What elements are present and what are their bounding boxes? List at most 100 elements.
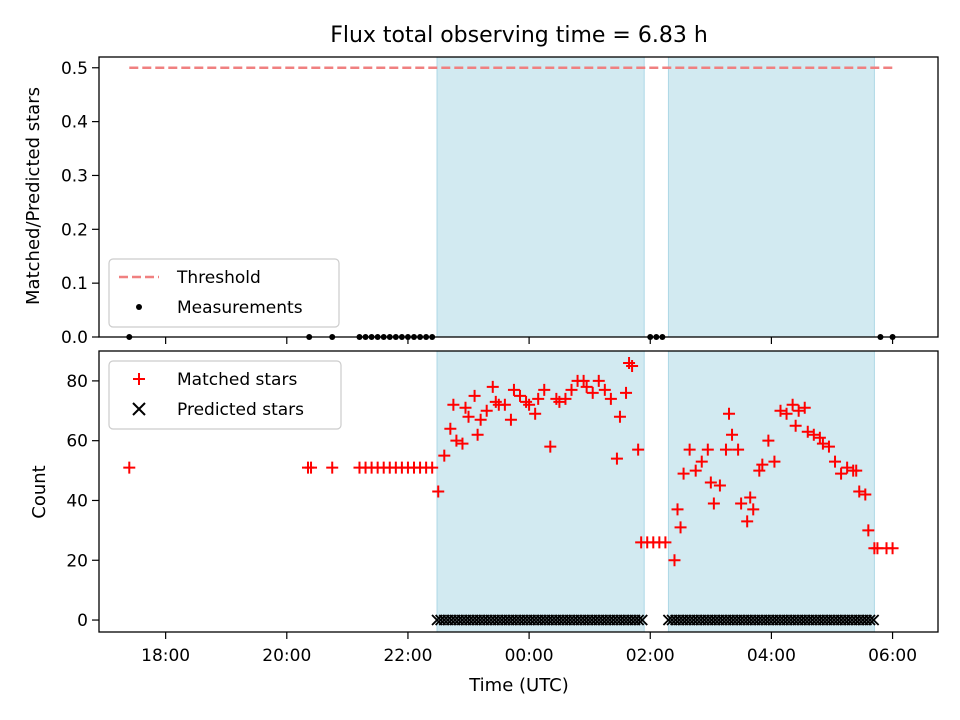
matched-star-point bbox=[507, 383, 520, 396]
matched-star-point bbox=[677, 467, 690, 480]
x-tick-label: 04:00 bbox=[747, 646, 796, 666]
matched-star-point bbox=[853, 485, 866, 498]
matched-star-point bbox=[747, 503, 760, 516]
matched-star-point bbox=[123, 461, 136, 474]
matched-star-point bbox=[610, 452, 623, 465]
legend-measurement-swatch bbox=[136, 304, 142, 310]
matched-star-point bbox=[756, 458, 769, 471]
matched-star-point bbox=[695, 455, 708, 468]
bottom-panel-count: 0 20 40 60 80 18:00 20:00 22:00 00:00 02:00 04:00 0… bbox=[66, 350, 939, 666]
top-panel-ratio: 0.0 0.1 0.2 0.3 0.4 0.5 Threshold Measurements bbox=[61, 56, 939, 348]
matched-star-point bbox=[798, 401, 811, 414]
matched-star-point bbox=[689, 464, 702, 477]
observing-window-shade-1 bbox=[436, 350, 645, 633]
legend: Matched stars Predicted stars bbox=[108, 360, 342, 430]
matched-star-point bbox=[486, 380, 499, 393]
matched-star-point bbox=[553, 395, 566, 408]
matched-star-point bbox=[432, 485, 445, 498]
legend-label: Measurements bbox=[177, 298, 303, 318]
observing-window-shade-2 bbox=[667, 56, 875, 338]
matched-star-point bbox=[801, 425, 814, 438]
matched-star-point bbox=[822, 440, 835, 453]
matched-star-point bbox=[459, 401, 472, 414]
matched-star-point bbox=[789, 419, 802, 432]
matched-star-point bbox=[480, 404, 493, 417]
matched-star-point bbox=[504, 413, 517, 426]
x-tick-label: 18:00 bbox=[141, 646, 190, 666]
matched-star-point bbox=[586, 386, 599, 399]
matched-star-point bbox=[732, 443, 745, 456]
matched-star-point bbox=[326, 461, 339, 474]
matched-star-point bbox=[474, 413, 487, 426]
predicted-star-point bbox=[867, 614, 880, 626]
x-axis-label: Time (UTC) bbox=[468, 675, 569, 696]
y-tick-label: 0.1 bbox=[61, 274, 88, 294]
matched-star-point bbox=[723, 407, 736, 420]
predicted-star-point bbox=[636, 614, 648, 626]
legend-predicted-swatch bbox=[132, 402, 146, 416]
matched-star-point bbox=[444, 422, 457, 435]
matched-star-point bbox=[704, 476, 717, 489]
matched-star-point bbox=[850, 464, 863, 477]
matched-star-point bbox=[538, 383, 551, 396]
y-tick-label: 0.4 bbox=[61, 113, 88, 133]
x-tick-label: 22:00 bbox=[383, 646, 432, 666]
chart-title: Flux total observing time = 6.83 h bbox=[330, 23, 708, 48]
matched-star-point bbox=[668, 554, 681, 567]
legend-box bbox=[108, 360, 342, 430]
matched-star-point bbox=[835, 467, 848, 480]
matched-star-point bbox=[886, 542, 899, 555]
y-tick-label: 0 bbox=[77, 611, 88, 631]
y-tick-label: 0.2 bbox=[61, 220, 88, 240]
axes-frame bbox=[98, 350, 939, 633]
y-tick-label: 80 bbox=[66, 372, 88, 392]
y-tick-label: 40 bbox=[66, 491, 88, 511]
legend-label: Predicted stars bbox=[177, 400, 304, 420]
matched-star-point bbox=[862, 524, 875, 537]
matched-star-point bbox=[523, 398, 536, 411]
matched-star-point bbox=[786, 398, 799, 411]
bottom-y-axis-label: Count bbox=[29, 465, 50, 518]
x-tick-label: 06:00 bbox=[868, 646, 917, 666]
top-y-axis-label: Matched/Predicted stars bbox=[23, 87, 44, 305]
matched-star-point bbox=[671, 503, 684, 516]
y-tick-label: 20 bbox=[66, 551, 88, 571]
matched-star-point bbox=[780, 407, 793, 420]
y-tick-label: 0.0 bbox=[61, 328, 88, 348]
matched-star-point bbox=[598, 383, 611, 396]
matched-star-point bbox=[620, 386, 633, 399]
matched-star-point bbox=[514, 389, 527, 402]
y-tick-label: 60 bbox=[66, 432, 88, 452]
matched-star-point bbox=[456, 437, 469, 450]
matched-star-point bbox=[626, 359, 639, 372]
matched-star-point bbox=[462, 410, 475, 423]
matched-star-point bbox=[774, 404, 787, 417]
x-tick-label: 20:00 bbox=[262, 646, 311, 666]
matched-star-point bbox=[674, 521, 687, 534]
matched-star-point bbox=[701, 443, 714, 456]
matched-star-point bbox=[741, 515, 754, 528]
x-tick-label: 00:00 bbox=[505, 646, 554, 666]
matched-star-point bbox=[792, 404, 805, 417]
matched-star-point bbox=[592, 374, 605, 387]
matched-star-point bbox=[841, 461, 854, 474]
matched-star-point bbox=[450, 434, 463, 447]
matched-star-point bbox=[719, 443, 732, 456]
matched-star-point bbox=[604, 392, 617, 405]
matched-star-point bbox=[305, 461, 318, 474]
matched-star-point bbox=[498, 398, 511, 411]
matched-star-point bbox=[726, 428, 739, 441]
matched-star-point bbox=[735, 497, 748, 510]
matched-star-point bbox=[580, 380, 593, 393]
matched-star-point bbox=[859, 488, 872, 501]
matched-star-point bbox=[632, 443, 645, 456]
matched-star-point bbox=[807, 428, 820, 441]
matched-star-point bbox=[744, 491, 757, 504]
legend: Threshold Measurements bbox=[108, 258, 340, 328]
matched-star-point bbox=[707, 497, 720, 510]
legend-matched-swatch bbox=[133, 373, 145, 385]
matched-star-point bbox=[713, 479, 726, 492]
matched-star-point bbox=[426, 461, 439, 474]
legend-box bbox=[108, 258, 340, 328]
